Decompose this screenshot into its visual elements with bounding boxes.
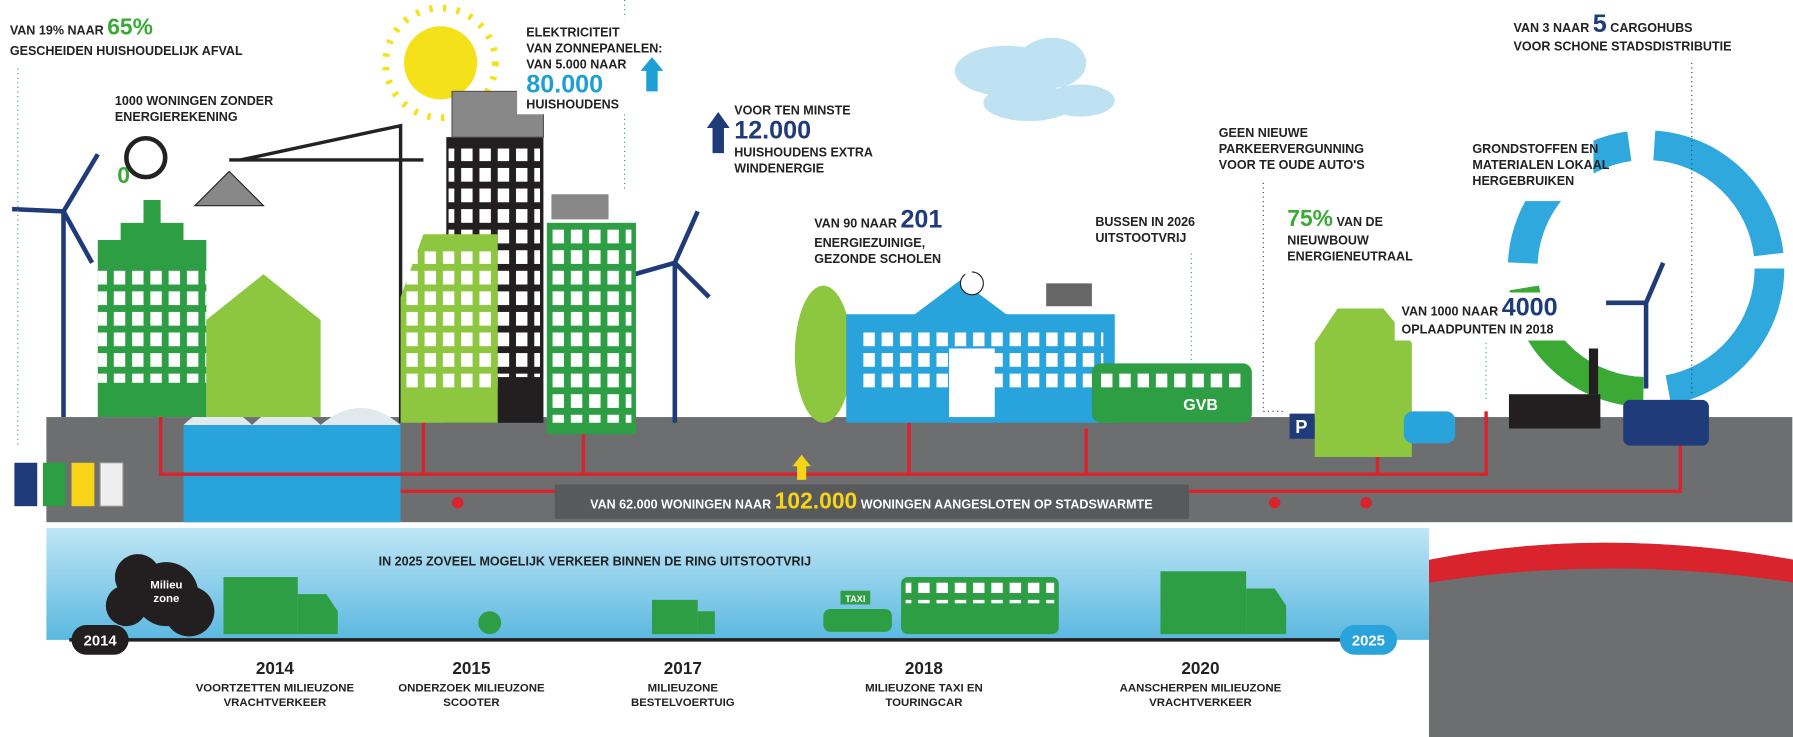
callout-text: WINDENERGIE [734,162,824,176]
timeline-end: 2025 [1352,634,1385,650]
callout-text: GEZONDE SCHOLEN [814,252,941,266]
callout: GRONDSTOFFEN EN MATERIALEN LOKAAL HERGEB… [1466,137,1610,201]
callout-text: VOOR SCHONE STADSDISTRIBUTIE [1514,39,1732,53]
callout-number: 5 [1593,10,1607,38]
callout-text: BUSSEN IN 2026 [1095,215,1195,229]
callout-text: VAN 62.000 WONINGEN NAAR [590,497,771,511]
callout-number: 80.000 [526,71,603,99]
bus-label: GVB [1183,397,1218,414]
callout: GEEN NIEUWE PARKEERVERGUNNING VOOR TE OU… [1212,121,1381,178]
milestone-year: 2017 [664,658,702,678]
milestone-year: 2014 [256,658,295,678]
milestone-text: MILIEUZONE [648,682,719,694]
milestones: 2014 VOORTZETTEN MILIEUZONE VRACHTVERKEER 2… [196,658,1282,709]
milieuzone-label: Milieu [150,579,182,591]
callout-text: HERGEBRUIKEN [1472,174,1574,188]
callout-text: VAN 5.000 NAAR [526,58,626,72]
taxi-label: TAXI [845,594,865,604]
callout-text: GEEN NIEUWE [1219,126,1308,140]
timeline-title: IN 2025 ZOVEEL MOGELIJK VERKEER BINNEN D… [379,555,812,569]
callout-text: VAN 3 NAAR [1514,21,1590,35]
milestone-year: 2015 [452,658,491,678]
callout-text: CARGOHUBS [1610,21,1692,35]
callout-text: VAN DE [1337,215,1383,229]
callout-text: OPLAADPUNTEN IN 2018 [1402,323,1554,337]
callout-number: 65% [107,13,153,39]
milieuzone-label: zone [153,593,179,605]
callout-number: 75% [1287,205,1333,231]
callout-text: VAN 1000 NAAR [1402,304,1499,318]
callout-number: 201 [900,205,942,233]
callout-text: MATERIALEN LOKAAL [1472,158,1609,172]
callout: VOOR TEN MINSTE 12.000 HUISHOUDENS EXTRA… [700,98,889,178]
callout-text: ENERGIEZUINIGE, [814,236,925,250]
callout: VAN 1000 NAAR 4000 OPLAADPUNTEN IN 2018 [1395,293,1578,341]
callout-text: ENERGIENEUTRAAL [1287,250,1413,264]
clouds [955,38,1115,121]
callout-text: GESCHEIDEN HUISHOUDELIJK AFVAL [10,44,243,58]
callout-text: VOOR TEN MINSTE [734,103,850,117]
milestone-year: 2020 [1181,658,1219,678]
callout-number: 4000 [1502,293,1558,321]
callout: VAN 3 NAAR 5 CARGOHUBS VOOR SCHONE STADS… [1507,7,1772,60]
callout-text: VAN ZONNEPANELEN: [526,42,662,56]
callout-text: VAN 90 NAAR [814,216,897,230]
timeline-start: 2014 [84,634,118,650]
infographic: 0 GVB P VAN 19% NAAR 65% GESCHEIDEN HUIS… [0,0,1793,737]
callout-text: PARKEERVERGUNNING [1219,142,1364,156]
gauge-label: 0 [117,162,130,188]
milestone-text: VOORTZETTEN MILIEUZONE [196,682,355,694]
callout-text: VAN 19% NAAR [10,23,104,37]
timeline: IN 2025 ZOVEEL MOGELIJK VERKEER BINNEN D… [46,528,1429,655]
milestone-text: AANSCHERPEN MILIEUZONE [1120,682,1282,694]
callout-text: 1000 WONINGEN ZONDER [115,94,273,108]
callout-text: UITSTOOTVRIJ [1095,231,1186,245]
callout: BUSSEN IN 2026 UITSTOOTVRIJ [1088,210,1216,251]
milestone-text: VRACHTVERKEER [1149,697,1252,709]
callout: VAN 90 NAAR 201 ENERGIEZUINIGE, GEZONDE … [806,203,972,274]
milestone-text: BESTELVOERTUIG [631,697,735,709]
parking-label: P [1295,416,1307,437]
milestone-text: MILIEUZONE TAXI EN [865,682,983,694]
callout: 1000 WONINGEN ZONDER ENERGIEREKENING [115,94,273,124]
callout-text: VOOR TE OUDE AUTO'S [1219,158,1365,172]
callout-text: ELEKTRICITEIT [526,26,620,40]
milestone-year: 2018 [905,658,943,678]
callout-text: HUISHOUDENS [526,98,619,112]
callout-number: 12.000 [734,116,811,144]
page: { "callouts": [ {"prefix": "VAN 19% NAAR… [0,0,1793,737]
callout-text: GRONDSTOFFEN EN [1472,142,1598,156]
callout-text: HUISHOUDENS EXTRA [734,146,873,160]
callout: ELEKTRICITEIT VAN ZONNEPANELEN: VAN 5.00… [517,18,688,114]
callout: VAN 19% NAAR 65% GESCHEIDEN HUISHOUDELIJ… [3,7,264,64]
callout-text: ENERGIEREKENING [115,110,238,124]
callout: 75% VAN DE NIEUWBOUW ENERGIENEUTRAAL [1280,203,1440,269]
milestone-text: VRACHTVERKEER [224,697,327,709]
callout-text: NIEUWBOUW [1287,234,1369,248]
milestone-text: ONDERZOEK MILIEUZONE [398,682,545,694]
milestone-text: SCOOTER [443,697,499,709]
milestone-text: TOURINGCAR [885,697,962,709]
callout-text: WONINGEN AANGESLOTEN OP STADSWARMTE [861,497,1153,511]
callout-number: 102.000 [775,487,858,513]
